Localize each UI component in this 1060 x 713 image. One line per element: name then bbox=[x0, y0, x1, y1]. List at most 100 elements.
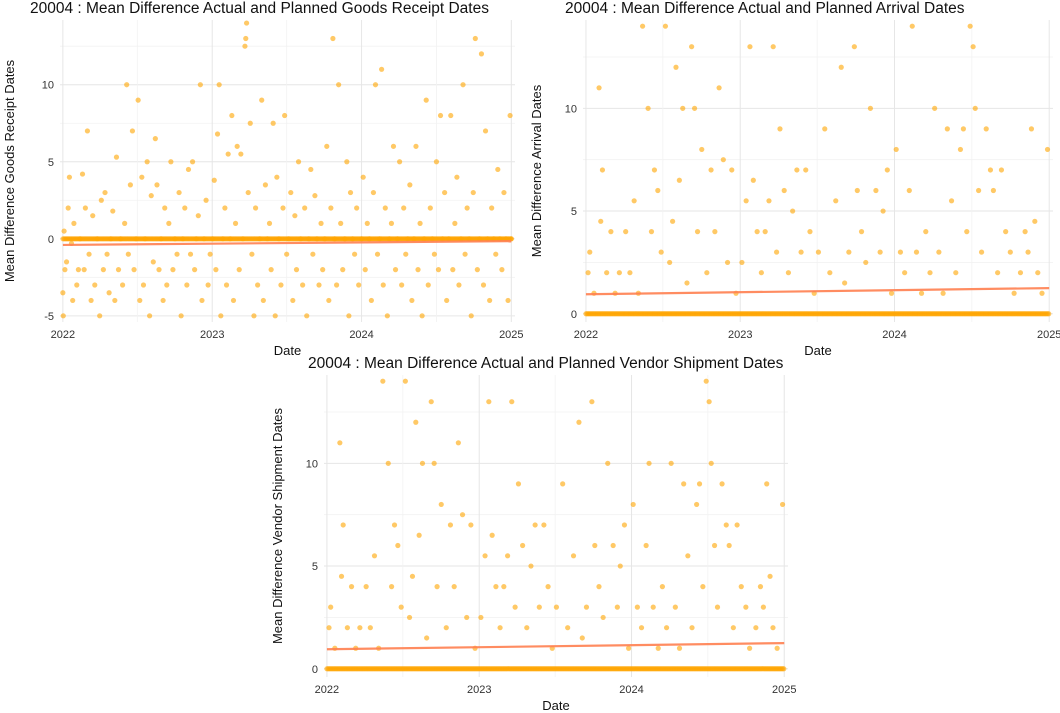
data-point bbox=[913, 249, 920, 255]
data-point bbox=[397, 159, 403, 165]
data-point bbox=[639, 23, 646, 29]
data-point bbox=[227, 236, 233, 242]
data-point bbox=[125, 236, 131, 242]
data-point bbox=[166, 236, 172, 242]
data-point bbox=[495, 166, 501, 173]
data-point bbox=[520, 542, 526, 549]
data-point bbox=[216, 236, 222, 242]
data-point bbox=[960, 126, 966, 132]
data-point bbox=[87, 236, 93, 242]
data-point bbox=[352, 251, 358, 257]
data-point bbox=[88, 236, 94, 242]
data-point bbox=[638, 625, 645, 631]
data-point bbox=[470, 236, 476, 242]
data-point bbox=[983, 126, 989, 132]
data-point bbox=[449, 236, 455, 242]
data-point bbox=[459, 512, 466, 518]
data-point bbox=[250, 236, 257, 242]
data-point bbox=[1035, 270, 1041, 276]
y-tick-label: 0 bbox=[571, 309, 577, 321]
data-point bbox=[499, 267, 505, 273]
data-point bbox=[433, 159, 440, 165]
data-point bbox=[176, 236, 182, 242]
data-point bbox=[168, 236, 174, 242]
data-point bbox=[337, 236, 343, 242]
data-point bbox=[600, 614, 606, 621]
data-point bbox=[104, 236, 110, 242]
data-point bbox=[344, 159, 350, 165]
data-point bbox=[407, 182, 413, 188]
data-point bbox=[691, 105, 698, 111]
data-point bbox=[213, 267, 219, 273]
data-point bbox=[401, 205, 407, 211]
data-point bbox=[88, 236, 95, 242]
data-point bbox=[312, 193, 318, 199]
data-point bbox=[314, 236, 320, 242]
data-point bbox=[734, 522, 740, 528]
data-point bbox=[156, 267, 162, 273]
data-point bbox=[419, 460, 426, 466]
x-tick-label: 2023 bbox=[200, 329, 224, 341]
data-point bbox=[114, 236, 120, 242]
data-point bbox=[923, 229, 929, 235]
data-point bbox=[102, 236, 109, 242]
data-point bbox=[798, 249, 804, 255]
data-point bbox=[650, 604, 656, 610]
data-point bbox=[281, 236, 287, 242]
data-point bbox=[368, 297, 374, 304]
data-point bbox=[354, 236, 360, 242]
vendor-shipment-panel: 20004 : Mean Difference Actual and Plann… bbox=[268, 355, 798, 713]
data-point bbox=[146, 236, 152, 242]
data-point bbox=[242, 43, 248, 49]
goods-receipt-scatter-chart: -5 0 5 10 2022 2023 2024 2025 Date Mean Differenc… bbox=[2, 20, 524, 358]
data-point bbox=[464, 614, 470, 621]
data-point bbox=[493, 584, 499, 590]
data-point bbox=[197, 236, 203, 242]
data-point bbox=[364, 220, 370, 226]
data-point bbox=[448, 112, 454, 119]
data-point bbox=[248, 236, 254, 242]
data-point bbox=[447, 522, 454, 528]
data-point bbox=[320, 267, 326, 273]
data-point bbox=[257, 236, 263, 242]
data-point bbox=[133, 236, 139, 242]
data-point bbox=[192, 267, 198, 273]
data-point bbox=[218, 313, 224, 319]
data-point bbox=[164, 236, 170, 242]
x-tick-label: 2022 bbox=[315, 684, 339, 696]
data-point bbox=[777, 126, 783, 132]
data-point bbox=[120, 282, 126, 288]
goods-receipt-panel: 20004 : Mean Difference Actual and Plann… bbox=[0, 0, 524, 360]
data-point bbox=[148, 193, 154, 199]
data-point bbox=[390, 236, 397, 242]
data-point bbox=[214, 236, 220, 242]
x-tick-label: 2022 bbox=[574, 329, 598, 341]
data-point bbox=[71, 236, 77, 242]
y-axis-label: Mean Difference Arrival Dates bbox=[529, 84, 544, 257]
y-axis-label: Mean Difference Goods Receipt Dates bbox=[2, 59, 17, 282]
data-point bbox=[379, 66, 385, 72]
data-point bbox=[450, 236, 456, 242]
data-point bbox=[129, 236, 136, 242]
data-point bbox=[767, 573, 773, 579]
data-point bbox=[673, 64, 679, 70]
data-point bbox=[747, 645, 753, 651]
data-point bbox=[193, 236, 199, 242]
y-tick-label: 5 bbox=[312, 561, 318, 573]
data-point bbox=[435, 236, 442, 242]
data-point bbox=[815, 249, 822, 255]
data-point bbox=[166, 220, 172, 226]
data-point bbox=[726, 542, 732, 549]
data-point bbox=[86, 251, 92, 257]
data-point bbox=[356, 282, 362, 288]
data-point bbox=[906, 187, 912, 194]
data-point bbox=[126, 236, 132, 242]
data-point bbox=[766, 198, 772, 204]
data-point bbox=[272, 313, 278, 319]
data-point bbox=[388, 220, 395, 226]
data-point bbox=[112, 297, 118, 304]
data-point bbox=[435, 267, 442, 273]
data-point bbox=[167, 236, 173, 242]
data-point bbox=[220, 236, 226, 242]
data-point bbox=[616, 270, 622, 276]
